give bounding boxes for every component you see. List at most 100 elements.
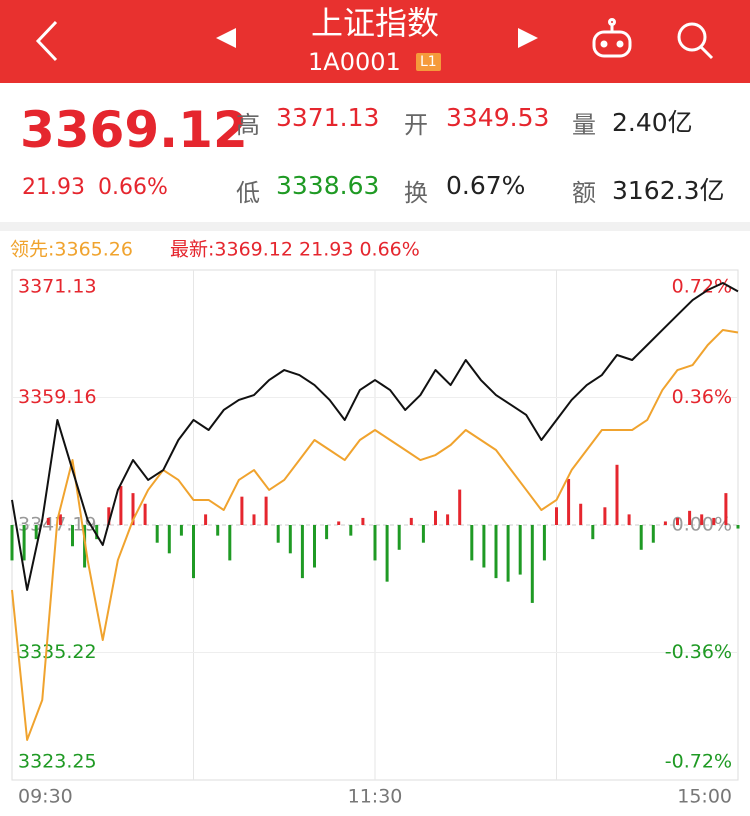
bar — [567, 478, 571, 525]
bar — [337, 521, 341, 525]
legend-leading: 领先:3365.26 — [10, 239, 133, 261]
bar — [155, 525, 159, 543]
bar — [22, 525, 26, 561]
value: 2.40亿 — [612, 108, 693, 137]
bar — [736, 525, 740, 529]
x-tick-label: 15:00 — [677, 786, 732, 808]
bar — [385, 525, 389, 582]
value: 3162.3亿 — [612, 176, 725, 205]
top-bar: 上证指数 1A0001 L1 — [0, 0, 750, 83]
bar — [252, 514, 256, 525]
bar — [591, 525, 595, 540]
label: 额 — [572, 179, 596, 207]
bar — [10, 525, 14, 561]
bar — [46, 517, 50, 525]
bar — [434, 510, 437, 525]
label: 开 — [404, 111, 428, 139]
y-tick-label: 3323.25 — [18, 751, 97, 773]
bar — [34, 525, 38, 540]
level-badge: L1 — [416, 53, 441, 71]
bar — [216, 525, 220, 536]
y2-tick-label: -0.36% — [665, 641, 732, 663]
label: 高 — [236, 111, 260, 139]
bar — [651, 525, 655, 543]
bar — [542, 525, 546, 561]
bar — [712, 517, 716, 525]
y-tick-label: 3371.13 — [18, 276, 97, 298]
bar — [143, 503, 147, 525]
bar — [676, 517, 679, 525]
y2-tick-label: 0.36% — [672, 386, 732, 408]
bar — [579, 503, 583, 525]
bar — [482, 525, 486, 568]
y-tick-label: 3335.22 — [18, 641, 97, 663]
bar — [264, 496, 268, 525]
legend-latest: 最新:3369.12 21.93 0.66% — [170, 239, 420, 261]
x-tick-label: 11:30 — [348, 786, 403, 808]
code: 1A0001 — [308, 48, 401, 76]
change-pct: 0.66% — [98, 175, 168, 200]
label: 量 — [572, 111, 596, 139]
bar — [131, 493, 135, 525]
bar — [421, 525, 425, 543]
bar — [107, 507, 111, 525]
toolbar-icons — [35, 18, 714, 62]
bar — [228, 525, 232, 561]
bar — [555, 507, 558, 525]
value: 0.67% — [446, 171, 526, 200]
bar — [639, 525, 643, 550]
label: 低 — [236, 179, 260, 207]
bar — [494, 525, 498, 579]
price-line — [11, 328, 739, 741]
bar — [518, 525, 522, 575]
bar — [71, 525, 74, 547]
bar — [313, 525, 316, 568]
bar — [470, 525, 474, 561]
change: 21.93 — [22, 175, 85, 200]
bar — [361, 517, 365, 525]
bar — [167, 525, 171, 554]
bar — [276, 525, 280, 543]
title: 上证指数 — [310, 4, 439, 42]
prev-button[interactable] — [216, 28, 236, 48]
robot-button[interactable] — [592, 18, 632, 58]
back-button[interactable] — [35, 20, 58, 62]
bar — [95, 525, 99, 540]
bar — [58, 514, 62, 525]
search-button[interactable] — [677, 22, 714, 60]
y2-tick-label: -0.72% — [665, 751, 732, 773]
price: 3369.12 — [20, 101, 248, 159]
bar — [446, 514, 450, 525]
bar — [530, 525, 534, 603]
bar — [300, 525, 304, 579]
bar — [349, 525, 353, 536]
next-button[interactable] — [518, 28, 538, 48]
bar — [204, 514, 208, 525]
quote-panel: 3369.12 21.93 0.66% 高 3371.13 开 3349.53 … — [0, 83, 750, 223]
y2-tick-label: 0.72% — [672, 276, 732, 298]
bar — [615, 464, 619, 525]
price-line — [11, 281, 739, 591]
intraday-chart: 领先:3365.26 最新:3369.12 21.93 0.66% 0.72% 0… — [10, 239, 740, 808]
separator — [0, 222, 750, 231]
bar — [192, 525, 195, 579]
bar — [724, 493, 728, 525]
bar — [663, 521, 667, 525]
bar — [506, 525, 510, 582]
bar — [325, 525, 329, 540]
bar — [397, 525, 401, 550]
bar — [240, 496, 244, 525]
bar — [603, 507, 607, 525]
bar — [179, 525, 183, 536]
value: 3349.53 — [446, 103, 550, 132]
value: 3338.63 — [276, 171, 380, 200]
label: 换 — [404, 179, 428, 207]
bar — [700, 514, 704, 525]
x-tick-label: 09:30 — [18, 786, 73, 808]
bar — [409, 517, 413, 525]
bar — [458, 489, 462, 525]
bar — [373, 525, 377, 561]
bar — [688, 510, 692, 525]
bar — [288, 525, 292, 554]
